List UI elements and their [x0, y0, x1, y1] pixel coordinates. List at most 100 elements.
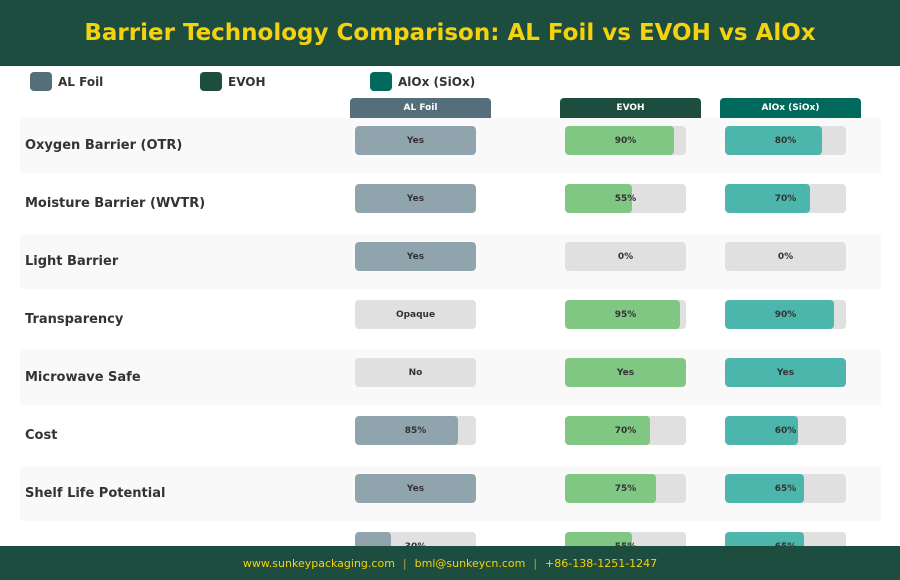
value-bar: 0%: [725, 242, 846, 271]
bar-fill: [355, 416, 458, 445]
legend-item: EVOH: [200, 72, 266, 91]
bar-value: 85%: [404, 425, 427, 436]
bar-value: 0%: [617, 251, 634, 262]
legend-label: AL Foil: [58, 74, 104, 89]
legend-item: AL Foil: [30, 72, 103, 91]
bar-value: 70%: [614, 425, 637, 436]
table-row: Cost 85% 70% 60%: [20, 408, 881, 463]
row-label: Cost: [25, 428, 58, 443]
value-bar: Yes: [355, 126, 476, 155]
bar-fill: [725, 184, 810, 213]
row-label: Transparency: [25, 312, 124, 327]
value-bar: 85%: [355, 416, 476, 445]
value-bar: Yes: [355, 474, 476, 503]
bar-fill: [355, 242, 476, 271]
bar-value: Yes: [406, 193, 425, 204]
value-bar: 60%: [725, 416, 846, 445]
bar-value: 0%: [777, 251, 794, 262]
bar-value: 65%: [774, 483, 797, 494]
table-row: Transparency Opaque 95% 90%: [20, 292, 881, 347]
bar-value: Yes: [406, 483, 425, 494]
value-bar: No: [355, 358, 476, 387]
value-bar: 75%: [565, 474, 686, 503]
bar-fill: [725, 126, 822, 155]
value-bar: 70%: [565, 416, 686, 445]
bar-value: 55%: [614, 193, 637, 204]
bar-value: 30%: [355, 532, 476, 547]
bar-value: Yes: [406, 135, 425, 146]
legend-item: AlOx (SiOx): [370, 72, 475, 91]
separator: |: [533, 556, 538, 570]
bar-fill: [725, 358, 846, 387]
value-bar: 65%: [725, 474, 846, 503]
legend-label: EVOH: [228, 74, 266, 89]
table-row: Moisture Barrier (WVTR) Yes 55% 70%: [20, 176, 881, 231]
row-label: Moisture Barrier (WVTR): [25, 196, 206, 211]
bar-value: No: [408, 367, 423, 378]
value-bar: 55%: [565, 532, 686, 546]
row-label: Light Barrier: [25, 254, 119, 269]
bar-value: 55%: [565, 532, 686, 547]
column-header: AL Foil: [350, 98, 491, 118]
header: Barrier Technology Comparison: AL Foil v…: [0, 0, 900, 66]
comparison-table: Oxygen Barrier (OTR) Yes 90% 80% Moisture Ba…: [0, 66, 900, 546]
value-bar: 90%: [725, 300, 846, 329]
bar-fill: [565, 532, 632, 546]
bar-value: 60%: [774, 425, 797, 436]
value-bar: 70%: [725, 184, 846, 213]
footer: www.sunkeypackaging.com | bml@sunkeycn.c…: [0, 546, 900, 580]
email-link[interactable]: bml@sunkeycn.com: [414, 556, 526, 570]
value-bar: 55%: [565, 184, 686, 213]
bar-fill: [355, 532, 392, 546]
value-bar: Yes: [725, 358, 846, 387]
bar-value: 65%: [725, 532, 846, 547]
bar-fill: [725, 474, 804, 503]
bar-value: 75%: [614, 483, 637, 494]
row-label: Oxygen Barrier (OTR): [25, 138, 183, 153]
value-bar: 80%: [725, 126, 846, 155]
value-bar: 90%: [565, 126, 686, 155]
bar-fill: [355, 474, 476, 503]
bar-value: 95%: [614, 309, 637, 320]
bar-fill: [565, 358, 686, 387]
bar-value: 90%: [774, 309, 797, 320]
bar-value: 70%: [774, 193, 797, 204]
bar-fill: [565, 184, 632, 213]
bar-fill: [725, 300, 834, 329]
bar-fill: [565, 474, 656, 503]
value-bar: Yes: [355, 184, 476, 213]
value-bar: Yes: [565, 358, 686, 387]
bar-value: Yes: [406, 251, 425, 262]
legend-swatch: [370, 72, 392, 91]
bar-value: 80%: [774, 135, 797, 146]
bar-fill: [565, 300, 680, 329]
row-label: Microwave Safe: [25, 370, 141, 385]
table-row: Oxygen Barrier (OTR) Yes 90% 80%: [20, 118, 881, 173]
bar-value: 90%: [614, 135, 637, 146]
bar-fill: [565, 416, 650, 445]
bar-value: Yes: [776, 367, 795, 378]
phone-text: +86-138-1251-1247: [545, 556, 658, 570]
table-row: Light Barrier Yes 0% 0%: [20, 234, 881, 289]
bar-fill: [355, 184, 476, 213]
value-bar: 65%: [725, 532, 846, 546]
table-row: 30% 55% 65%: [20, 524, 881, 546]
table-row: Shelf Life Potential Yes 75% 65%: [20, 466, 881, 521]
bar-fill: [355, 126, 476, 155]
bar-fill: [725, 532, 804, 546]
table-row: Microwave Safe No Yes Yes: [20, 350, 881, 405]
value-bar: Opaque: [355, 300, 476, 329]
separator: |: [402, 556, 407, 570]
legend-label: AlOx (SiOx): [398, 74, 476, 89]
bar-fill: [725, 416, 798, 445]
page-title: Barrier Technology Comparison: AL Foil v…: [84, 20, 816, 46]
bar-value: Yes: [616, 367, 635, 378]
legend-swatch: [30, 72, 52, 91]
website-link[interactable]: www.sunkeypackaging.com: [242, 556, 395, 570]
value-bar: Yes: [355, 242, 476, 271]
column-header: AlOx (SiOx): [720, 98, 861, 118]
row-label: Shelf Life Potential: [25, 486, 166, 501]
legend-swatch: [200, 72, 222, 91]
column-header: EVOH: [560, 98, 701, 118]
bar-fill: [565, 126, 674, 155]
